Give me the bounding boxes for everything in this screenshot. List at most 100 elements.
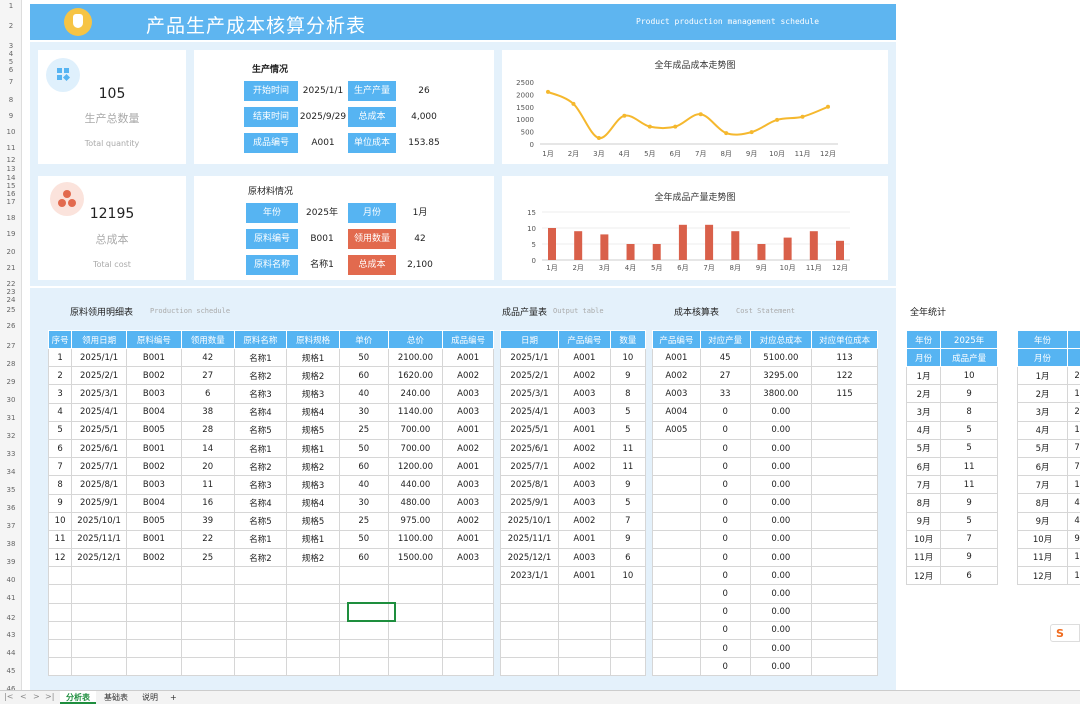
column-header[interactable]: 月份 <box>1016 348 1069 367</box>
table-cell[interactable] <box>47 657 73 677</box>
row-number[interactable]: 40 <box>6 576 16 584</box>
table-cell[interactable]: 2025/4/1 <box>500 402 559 422</box>
table-cell[interactable] <box>180 620 235 641</box>
table-cell[interactable]: 7 <box>609 511 647 531</box>
table-cell[interactable]: 700.00 <box>387 438 444 459</box>
table-cell[interactable]: 11 <box>940 475 998 495</box>
table-cell[interactable]: A003 <box>442 384 494 404</box>
table-cell[interactable]: 4 <box>1067 511 1080 531</box>
table-cell[interactable]: A003 <box>442 493 494 513</box>
table-cell[interactable]: 12月 <box>1016 566 1069 586</box>
table-cell[interactable] <box>652 584 701 604</box>
table-cell[interactable] <box>811 529 878 550</box>
table-cell[interactable] <box>71 657 128 677</box>
table-cell[interactable] <box>811 493 878 513</box>
table-cell[interactable]: 11 <box>180 475 235 495</box>
table-cell[interactable]: 2025/12/1 <box>71 548 128 568</box>
table-cell[interactable]: 名称1 <box>233 529 288 550</box>
table-cell[interactable]: 0 <box>699 457 751 477</box>
column-header[interactable]: 日期 <box>500 330 559 349</box>
table-cell[interactable] <box>652 657 701 677</box>
column-header[interactable]: 年份 <box>1016 330 1069 349</box>
table-cell[interactable]: 6 <box>47 438 73 459</box>
table-cell[interactable] <box>233 657 288 677</box>
table-cell[interactable]: 2025/3/1 <box>71 384 128 404</box>
row-number[interactable]: 11 <box>6 144 16 152</box>
row-number[interactable]: 2 <box>8 22 14 30</box>
table-cell[interactable]: 9月 <box>1016 511 1069 531</box>
table-cell[interactable]: 50 <box>339 347 389 368</box>
row-number[interactable]: 43 <box>6 631 16 639</box>
table-cell[interactable] <box>339 620 389 641</box>
table-cell[interactable]: A002 <box>442 438 494 459</box>
table-cell[interactable] <box>286 602 340 622</box>
table-cell[interactable] <box>339 657 389 677</box>
table-cell[interactable]: 0 <box>699 566 751 586</box>
table-cell[interactable] <box>558 620 611 641</box>
table-cell[interactable]: 8 <box>47 475 73 495</box>
table-cell[interactable]: 2月 <box>905 384 942 404</box>
table-cell[interactable] <box>233 584 288 604</box>
table-cell[interactable]: 5 <box>47 420 73 440</box>
table-cell[interactable]: 规格4 <box>286 493 340 513</box>
table-cell[interactable] <box>286 566 340 586</box>
table-cell[interactable]: 0.00 <box>749 475 813 495</box>
table-cell[interactable] <box>558 657 611 677</box>
table-cell[interactable]: 5 <box>940 420 998 440</box>
column-header[interactable]: 产品编号 <box>558 330 611 349</box>
column-header[interactable]: 成品编号 <box>442 330 494 349</box>
table-cell[interactable] <box>126 638 182 659</box>
column-header[interactable]: 2025年 <box>940 330 998 349</box>
table-cell[interactable]: 11月 <box>1016 547 1069 568</box>
row-number[interactable]: 23 <box>6 288 16 296</box>
table-cell[interactable]: 700.00 <box>387 420 444 440</box>
table-cell[interactable]: 1 <box>1067 566 1080 586</box>
table-cell[interactable]: 0 <box>699 402 751 422</box>
table-cell[interactable]: 9 <box>940 384 998 404</box>
column-header[interactable]: 对应产量 <box>699 330 751 349</box>
column-header[interactable]: 成品产量 <box>940 348 998 367</box>
table-cell[interactable]: 0 <box>699 438 751 459</box>
column-header[interactable]: 原料名称 <box>233 330 288 349</box>
table-cell[interactable]: A001 <box>652 347 701 368</box>
table-cell[interactable]: 0 <box>699 584 751 604</box>
table-cell[interactable]: 1140.00 <box>387 402 444 422</box>
table-cell[interactable]: A003 <box>442 475 494 495</box>
table-cell[interactable] <box>126 620 182 641</box>
table-cell[interactable]: 0.00 <box>749 602 813 622</box>
table-cell[interactable]: 16 <box>180 493 235 513</box>
row-number[interactable]: 7 <box>8 78 14 86</box>
column-header[interactable]: 领用日期 <box>71 330 128 349</box>
table-cell[interactable] <box>558 602 611 622</box>
row-number[interactable]: 36 <box>6 504 16 512</box>
row-number[interactable]: 17 <box>6 198 16 206</box>
table-cell[interactable]: 1 <box>1067 547 1080 568</box>
table-cell[interactable] <box>442 620 494 641</box>
table-cell[interactable]: 2025/10/1 <box>71 511 128 531</box>
table-cell[interactable]: 20 <box>180 457 235 477</box>
row-number[interactable]: 26 <box>6 322 16 330</box>
table-cell[interactable]: 25 <box>339 511 389 531</box>
table-cell[interactable]: B003 <box>126 475 182 495</box>
table-cell[interactable]: A003 <box>652 384 701 404</box>
table-cell[interactable]: 规格5 <box>286 420 340 440</box>
table-cell[interactable] <box>71 620 128 641</box>
table-cell[interactable]: A003 <box>558 402 611 422</box>
table-cell[interactable]: 2025/1/1 <box>71 347 128 368</box>
column-header[interactable]: 序号 <box>47 330 73 349</box>
table-cell[interactable]: A001 <box>442 457 494 477</box>
first-sheet-button[interactable]: |< <box>4 692 14 701</box>
table-cell[interactable] <box>609 620 647 641</box>
table-cell[interactable] <box>442 584 494 604</box>
table-cell[interactable]: 8 <box>940 402 998 422</box>
table-cell[interactable] <box>500 657 559 677</box>
table-cell[interactable] <box>811 438 878 459</box>
table-cell[interactable]: 11 <box>940 456 998 477</box>
table-cell[interactable]: 1200.00 <box>387 457 444 477</box>
table-cell[interactable]: 0.00 <box>749 584 813 604</box>
table-cell[interactable]: 11 <box>47 529 73 550</box>
table-cell[interactable]: 3800.00 <box>749 384 813 404</box>
table-cell[interactable] <box>558 584 611 604</box>
table-cell[interactable]: 5月 <box>905 438 942 458</box>
row-number[interactable]: 46 <box>6 685 16 693</box>
